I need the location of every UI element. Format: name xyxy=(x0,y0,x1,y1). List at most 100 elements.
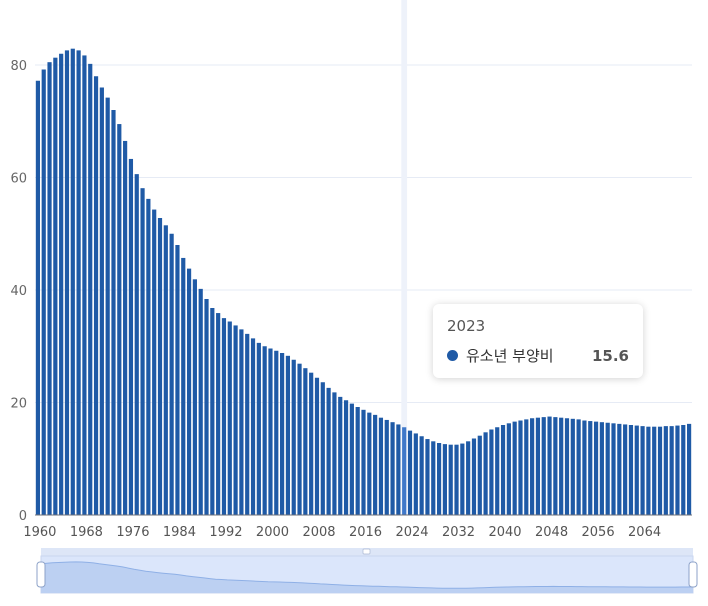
bar[interactable] xyxy=(70,48,75,515)
bar[interactable] xyxy=(686,423,692,515)
zoom-handle-left[interactable] xyxy=(36,561,46,588)
bar[interactable] xyxy=(117,124,122,515)
bar[interactable] xyxy=(646,426,651,515)
bar[interactable] xyxy=(76,50,81,515)
bar[interactable] xyxy=(506,423,511,515)
bar[interactable] xyxy=(535,417,541,515)
bar[interactable] xyxy=(436,443,442,515)
bar[interactable] xyxy=(99,87,104,516)
bar[interactable] xyxy=(547,416,552,515)
bar[interactable] xyxy=(489,429,494,516)
bar[interactable] xyxy=(640,426,645,515)
bar[interactable] xyxy=(373,414,378,515)
bar[interactable] xyxy=(617,423,622,515)
bar[interactable] xyxy=(250,338,256,515)
bar[interactable] xyxy=(198,288,203,515)
bar[interactable] xyxy=(623,424,628,515)
bar[interactable] xyxy=(105,97,110,515)
bar[interactable] xyxy=(599,422,604,515)
bar[interactable] xyxy=(227,321,232,516)
bar[interactable] xyxy=(384,419,389,515)
bar[interactable] xyxy=(634,425,639,515)
bar[interactable] xyxy=(349,403,354,515)
bar[interactable] xyxy=(442,444,447,515)
bar[interactable] xyxy=(343,400,349,515)
bar[interactable] xyxy=(186,268,192,515)
bar[interactable] xyxy=(611,423,616,515)
bar[interactable] xyxy=(541,417,546,515)
bar[interactable] xyxy=(675,425,680,515)
bar[interactable] xyxy=(332,392,337,515)
bar[interactable] xyxy=(134,174,139,515)
bar[interactable] xyxy=(82,55,87,515)
bar[interactable] xyxy=(652,426,657,515)
bar[interactable] xyxy=(681,425,686,515)
bar[interactable] xyxy=(593,421,599,515)
bar[interactable] xyxy=(175,245,180,515)
bar[interactable] xyxy=(152,209,157,515)
bar[interactable] xyxy=(431,441,436,515)
bar[interactable] xyxy=(663,426,668,515)
bar[interactable] xyxy=(274,350,279,515)
bar[interactable] xyxy=(291,359,296,515)
bar[interactable] xyxy=(123,140,128,515)
bar[interactable] xyxy=(309,372,314,515)
bar[interactable] xyxy=(256,342,261,515)
bar[interactable] xyxy=(297,363,302,515)
bar[interactable] xyxy=(390,422,395,515)
bar[interactable] xyxy=(669,426,674,515)
bar[interactable] xyxy=(140,188,145,515)
bar[interactable] xyxy=(570,418,575,515)
bar[interactable] xyxy=(245,333,250,515)
bar[interactable] xyxy=(367,412,372,515)
bar[interactable] xyxy=(524,419,529,515)
bar[interactable] xyxy=(466,441,471,515)
bar[interactable] xyxy=(588,421,593,515)
bar[interactable] xyxy=(407,430,413,515)
bar[interactable] xyxy=(477,435,482,515)
bar[interactable] xyxy=(262,346,267,515)
bar[interactable] xyxy=(320,382,325,515)
bar[interactable] xyxy=(146,198,151,515)
bar[interactable] xyxy=(448,444,453,515)
bar[interactable] xyxy=(192,279,197,515)
bar[interactable] xyxy=(402,427,407,515)
bar[interactable] xyxy=(564,418,570,515)
bar[interactable] xyxy=(355,407,360,515)
bar[interactable] xyxy=(500,425,506,515)
bar[interactable] xyxy=(413,433,418,515)
bar[interactable] xyxy=(419,436,424,515)
bar[interactable] xyxy=(169,233,174,515)
bar[interactable] xyxy=(361,409,366,515)
bar[interactable] xyxy=(303,368,308,515)
bar[interactable] xyxy=(216,313,221,515)
bar[interactable] xyxy=(657,426,663,515)
bar[interactable] xyxy=(128,158,134,515)
bar[interactable] xyxy=(553,417,558,515)
bar[interactable] xyxy=(233,325,238,515)
bar[interactable] xyxy=(111,110,116,515)
bar[interactable] xyxy=(512,421,517,515)
bar[interactable] xyxy=(460,443,465,515)
bar[interactable] xyxy=(454,444,459,515)
bar[interactable] xyxy=(59,53,64,515)
bar[interactable] xyxy=(425,439,430,515)
bar[interactable] xyxy=(605,422,610,515)
bar[interactable] xyxy=(88,63,93,515)
bar[interactable] xyxy=(471,438,477,516)
bar[interactable] xyxy=(268,348,273,516)
bar[interactable] xyxy=(35,80,41,515)
bar[interactable] xyxy=(495,427,500,515)
bar[interactable] xyxy=(210,308,215,515)
bar[interactable] xyxy=(338,396,343,515)
bar[interactable] xyxy=(204,299,209,515)
bar[interactable] xyxy=(518,420,523,516)
bar[interactable] xyxy=(576,419,581,515)
bar[interactable] xyxy=(47,62,52,515)
bar[interactable] xyxy=(53,57,58,515)
bar[interactable] xyxy=(582,420,587,516)
bar[interactable] xyxy=(530,418,535,515)
bar[interactable] xyxy=(285,355,291,515)
bar[interactable] xyxy=(181,257,186,515)
bar[interactable] xyxy=(221,318,227,515)
